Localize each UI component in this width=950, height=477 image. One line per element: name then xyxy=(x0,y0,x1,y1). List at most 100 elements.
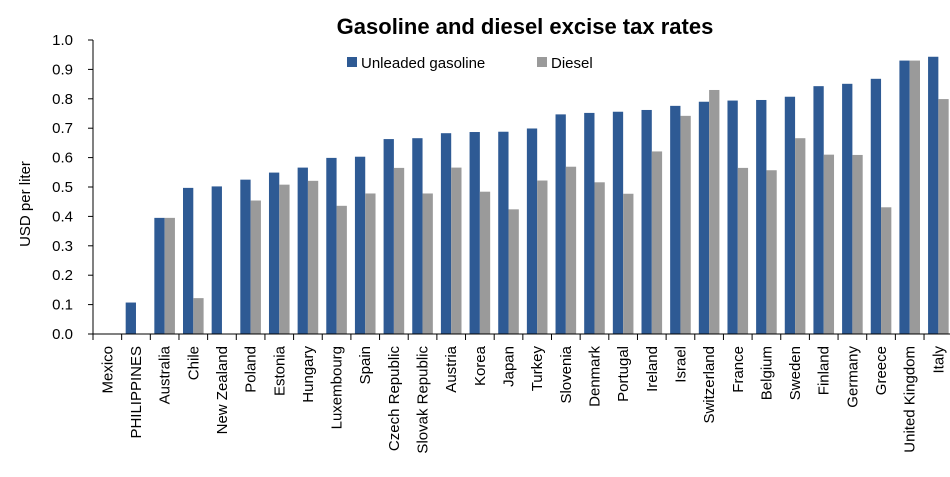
bar-diesel-switzerland xyxy=(709,89,720,334)
x-tick-label-luxembourg: Luxembourg xyxy=(329,346,346,429)
y-tick-label: 1.0 xyxy=(52,32,73,49)
bar-diesel-korea xyxy=(479,191,491,334)
bar-unleaded-gasoline-poland xyxy=(240,179,251,334)
x-tick-label-philippines: PHILIPPINES xyxy=(128,346,145,439)
bar-unleaded-gasoline-italy xyxy=(928,56,939,334)
y-axis: 0.0 0.1 0.2 0.3 0.4 0.5 0.6 0.7 0.8 0.9 1.0 xyxy=(52,32,94,343)
x-tick-label-czech-republic: Czech Republic xyxy=(386,346,403,452)
bar-unleaded-gasoline-hungary xyxy=(297,167,308,334)
x-tick-label-sweden: Sweden xyxy=(787,346,804,400)
x-tick-label-germany: Germany xyxy=(844,346,861,408)
legend-swatch-diesel xyxy=(537,57,547,67)
bar-diesel-israel xyxy=(680,115,691,334)
bar-diesel-united-kingdom xyxy=(909,60,920,334)
bar-unleaded-gasoline-belgium xyxy=(756,99,767,334)
x-tick-label-israel: Israel xyxy=(672,346,689,383)
y-tick-label: 0.5 xyxy=(52,179,73,196)
x-tick-label-belgium: Belgium xyxy=(758,346,775,400)
x-tick-label-slovenia: Slovenia xyxy=(558,345,575,403)
bar-unleaded-gasoline-czech-republic xyxy=(383,139,394,334)
x-tick-label-new-zealand: New Zealand xyxy=(214,346,231,434)
bar-unleaded-gasoline-slovenia xyxy=(555,114,566,334)
bar-unleaded-gasoline-luxembourg xyxy=(326,157,337,334)
x-tick-label-ireland: Ireland xyxy=(644,346,661,392)
bar-diesel-luxembourg xyxy=(336,205,347,334)
bar-diesel-poland xyxy=(250,200,261,334)
bar-diesel-australia xyxy=(164,217,175,334)
bar-diesel-slovenia xyxy=(565,166,577,334)
bar-unleaded-gasoline-portugal xyxy=(612,111,624,335)
bar-unleaded-gasoline-slovak-republic xyxy=(412,138,423,334)
x-tick-label-italy: Italy xyxy=(930,346,947,374)
x-tick-label-turkey: Turkey xyxy=(529,346,546,392)
bar-diesel-denmark xyxy=(594,182,605,334)
x-tick-label-japan: Japan xyxy=(501,346,518,387)
x-tick-label-finland: Finland xyxy=(816,346,833,395)
bar-unleaded-gasoline-korea xyxy=(469,132,480,334)
x-tick-label-france: France xyxy=(730,346,747,393)
bar-unleaded-gasoline-finland xyxy=(813,86,824,334)
x-tick-label-greece: Greece xyxy=(873,346,890,395)
chart-title: Gasoline and diesel excise tax rates xyxy=(337,14,714,39)
bar-unleaded-gasoline-estonia xyxy=(268,172,280,334)
bar-diesel-chile xyxy=(193,298,204,334)
y-tick-label: 0.9 xyxy=(52,61,73,78)
x-tick-label-denmark: Denmark xyxy=(586,346,603,407)
bar-diesel-greece xyxy=(881,207,892,334)
bar-unleaded-gasoline-united-kingdom xyxy=(899,60,910,334)
bar-diesel-belgium xyxy=(766,170,777,334)
bar-unleaded-gasoline-spain xyxy=(354,156,366,334)
x-tick-label-switzerland: Switzerland xyxy=(701,346,718,424)
legend-label-diesel: Diesel xyxy=(551,55,593,72)
bar-diesel-austria xyxy=(451,167,462,334)
bar-unleaded-gasoline-japan xyxy=(498,131,509,334)
legend-label-unleaded-gasoline: Unleaded gasoline xyxy=(361,55,485,72)
y-tick-label: 0.7 xyxy=(52,120,73,137)
x-tick-label-korea: Korea xyxy=(472,345,489,386)
x-tick-label-portugal: Portugal xyxy=(615,346,632,402)
bar-diesel-japan xyxy=(508,209,519,334)
bar-unleaded-gasoline-germany xyxy=(842,83,853,334)
legend-swatch-unleaded-gasoline xyxy=(347,57,357,67)
bar-diesel-spain xyxy=(365,193,376,334)
bar-unleaded-gasoline-turkey xyxy=(526,128,538,334)
x-tick-label-poland: Poland xyxy=(243,346,260,393)
x-tick-label-austria: Austria xyxy=(443,345,460,392)
bar-diesel-france xyxy=(737,167,749,334)
legend: Unleaded gasoline Diesel xyxy=(347,55,593,72)
bar-unleaded-gasoline-france xyxy=(727,100,738,334)
x-tick-label-united-kingdom: United Kingdom xyxy=(902,346,919,453)
x-tick-label-australia: Australia xyxy=(157,345,174,404)
bar-diesel-germany xyxy=(852,154,863,334)
x-axis: Mexico PHILIPPINES Australia Chile New Zeala… xyxy=(92,333,950,454)
bar-diesel-italy xyxy=(938,99,949,334)
y-axis-label: USD per liter xyxy=(17,161,34,247)
x-tick-label-hungary: Hungary xyxy=(300,346,317,403)
bar-unleaded-gasoline-chile xyxy=(183,187,194,334)
bar-diesel-slovak-republic xyxy=(422,193,433,334)
y-tick-label: 0.3 xyxy=(52,238,73,255)
x-tick-label-slovak-republic: Slovak Republic xyxy=(415,346,432,454)
y-tick-label: 0.6 xyxy=(52,150,73,167)
bar-diesel-turkey xyxy=(537,180,548,334)
bar-diesel-sweden xyxy=(795,138,806,334)
bar-unleaded-gasoline-switzerland xyxy=(698,101,710,335)
bar-unleaded-gasoline-ireland xyxy=(641,109,652,334)
bar-unleaded-gasoline-philippines xyxy=(125,302,136,334)
bar-unleaded-gasoline-denmark xyxy=(584,112,595,334)
y-tick-label: 0.8 xyxy=(52,91,73,108)
bar-diesel-portugal xyxy=(623,193,634,334)
bars xyxy=(125,56,949,335)
bar-diesel-finland xyxy=(823,154,835,334)
bar-unleaded-gasoline-australia xyxy=(154,217,165,334)
bar-unleaded-gasoline-new-zealand xyxy=(211,186,222,334)
bar-diesel-estonia xyxy=(279,184,290,334)
bar-diesel-hungary xyxy=(307,180,319,334)
x-tick-label-estonia: Estonia xyxy=(271,345,288,396)
bar-unleaded-gasoline-israel xyxy=(670,105,681,334)
bar-diesel-ireland xyxy=(651,151,663,334)
x-tick-label-mexico: Mexico xyxy=(99,346,116,394)
bar-unleaded-gasoline-sweden xyxy=(784,96,796,335)
bar-unleaded-gasoline-austria xyxy=(440,133,452,334)
